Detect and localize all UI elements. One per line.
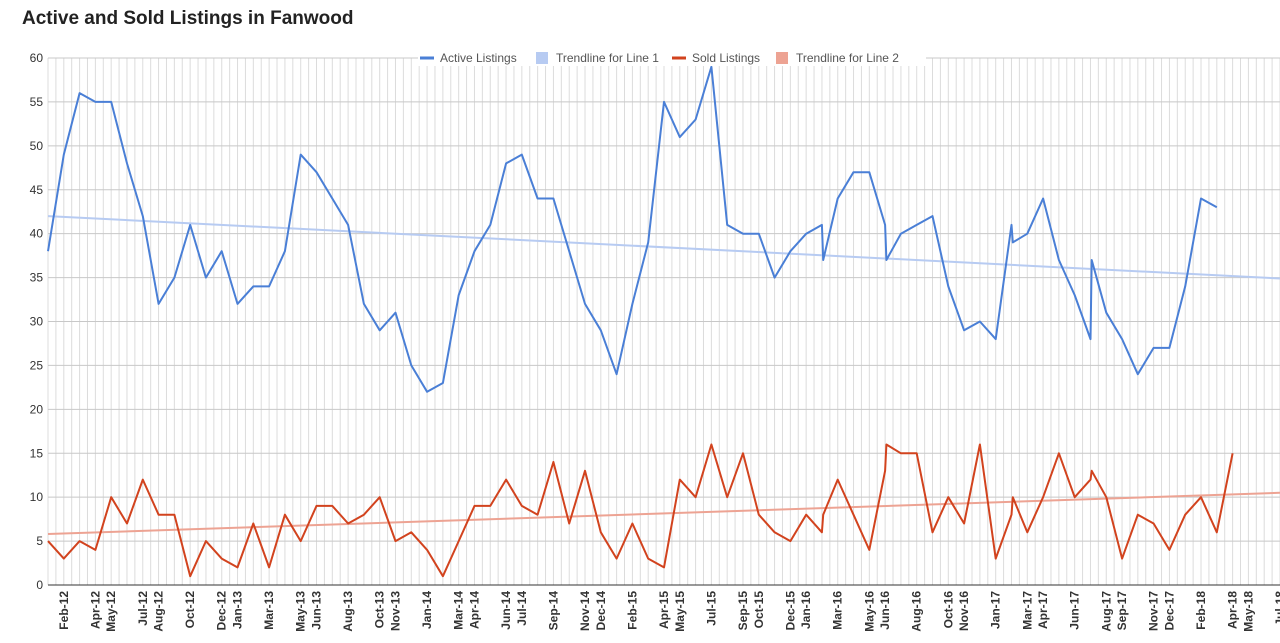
legend-bg bbox=[670, 50, 776, 66]
y-tick-label: 30 bbox=[30, 315, 44, 329]
x-tick-label: Dec-12 bbox=[215, 591, 229, 631]
x-tick-label: Jun-14 bbox=[499, 591, 513, 630]
x-tick-label: Feb-12 bbox=[57, 591, 71, 630]
x-tick-label: May-16 bbox=[862, 591, 876, 632]
y-tick-label: 20 bbox=[30, 402, 44, 416]
x-tick-label: Feb-15 bbox=[625, 591, 639, 630]
x-tick-label: Jun-16 bbox=[878, 591, 892, 630]
series-line bbox=[47, 443, 1234, 578]
x-tick-label: Sep-17 bbox=[1115, 591, 1129, 631]
x-tick-label: Feb-18 bbox=[1194, 591, 1208, 630]
y-tick-label: 35 bbox=[30, 271, 44, 285]
x-tick-label: Mar-16 bbox=[831, 591, 845, 630]
legend-label: Trendline for Line 1 bbox=[556, 51, 659, 65]
y-tick-label: 40 bbox=[30, 227, 44, 241]
x-tick-label: Oct-13 bbox=[373, 591, 387, 629]
y-tick-label: 10 bbox=[30, 490, 44, 504]
legend: Active Listings Trendline for Line 1 Sold … bbox=[418, 50, 926, 66]
x-tick-label: May-18 bbox=[1241, 591, 1255, 632]
x-tick-label: Nov-16 bbox=[957, 591, 971, 631]
y-tick-label: 50 bbox=[30, 139, 44, 153]
x-tick-label: Oct-16 bbox=[941, 591, 955, 629]
x-tick-label: Aug-16 bbox=[910, 591, 924, 632]
x-tick-label: Dec-14 bbox=[594, 591, 608, 631]
x-tick-label: Jun-13 bbox=[310, 591, 324, 630]
x-tick-label: May-12 bbox=[104, 591, 118, 632]
x-tick-label: Oct-15 bbox=[752, 591, 766, 629]
x-axis: Feb-12 Apr-12 May-12 Jul-12 Aug-12 Oct-12 Dec-… bbox=[57, 591, 1280, 632]
y-tick-label: 60 bbox=[30, 51, 44, 65]
x-tick-label: Jul-18 bbox=[1273, 591, 1280, 626]
x-tick-label: Jun-17 bbox=[1068, 591, 1082, 630]
x-tick-label: Jan-17 bbox=[989, 591, 1003, 629]
series-line bbox=[47, 65, 1218, 393]
y-tick-label: 5 bbox=[36, 534, 43, 548]
legend-swatch bbox=[776, 52, 788, 64]
trendline bbox=[47, 215, 1280, 280]
x-tick-label: Nov-17 bbox=[1147, 591, 1161, 631]
x-tick-label: Jul-15 bbox=[704, 591, 718, 626]
legend-label: Trendline for Line 2 bbox=[796, 51, 899, 65]
chart-title: Active and Sold Listings in Fanwood bbox=[22, 8, 354, 29]
y-tick-label: 25 bbox=[30, 358, 44, 372]
legend-bg bbox=[774, 50, 926, 66]
x-tick-label: Sep-15 bbox=[736, 591, 750, 631]
x-tick-label: Aug-13 bbox=[341, 591, 355, 632]
x-tick-label: Nov-14 bbox=[578, 591, 592, 631]
trendline bbox=[47, 491, 1280, 536]
series-lines bbox=[47, 65, 1234, 578]
y-tick-label: 15 bbox=[30, 446, 44, 460]
y-axis: 0 5 10 15 20 25 30 35 40 45 50 55 60 bbox=[30, 51, 44, 592]
legend-bg bbox=[418, 50, 537, 66]
x-tick-label: Apr-12 bbox=[88, 591, 102, 629]
legend-label: Active Listings bbox=[440, 51, 517, 65]
x-tick-label: Apr-17 bbox=[1036, 591, 1050, 629]
x-tick-label: Mar-17 bbox=[1020, 591, 1034, 630]
x-tick-label: Apr-18 bbox=[1226, 591, 1240, 629]
x-tick-label: May-13 bbox=[294, 591, 308, 632]
x-tick-label: Mar-13 bbox=[262, 591, 276, 630]
x-tick-label: Oct-12 bbox=[183, 591, 197, 629]
x-tick-label: Jan-13 bbox=[231, 591, 245, 629]
y-tick-label: 45 bbox=[30, 183, 44, 197]
trendlines bbox=[47, 215, 1280, 536]
x-tick-label: May-15 bbox=[673, 591, 687, 632]
x-tick-label: Apr-15 bbox=[657, 591, 671, 629]
x-tick-label: Jul-12 bbox=[136, 591, 150, 626]
x-tick-label: Jan-16 bbox=[799, 591, 813, 629]
y-tick-label: 0 bbox=[36, 578, 43, 592]
x-tick-label: Nov-13 bbox=[388, 591, 402, 631]
legend-label: Sold Listings bbox=[692, 51, 760, 65]
x-tick-label: Jul-14 bbox=[515, 591, 529, 626]
x-tick-label: Aug-17 bbox=[1099, 591, 1113, 632]
legend-swatch bbox=[536, 52, 548, 64]
x-tick-label: Aug-12 bbox=[152, 591, 166, 632]
y-tick-label: 55 bbox=[30, 95, 44, 109]
legend-bg bbox=[534, 50, 686, 66]
x-tick-label: Mar-14 bbox=[452, 591, 466, 630]
x-tick-label: Jan-14 bbox=[420, 591, 434, 629]
x-tick-label: Dec-17 bbox=[1162, 591, 1176, 631]
x-tick-label: Apr-14 bbox=[467, 591, 481, 629]
x-tick-label: Dec-15 bbox=[783, 591, 797, 631]
grid bbox=[47, 57, 1280, 586]
x-tick-label: Sep-14 bbox=[546, 591, 560, 631]
